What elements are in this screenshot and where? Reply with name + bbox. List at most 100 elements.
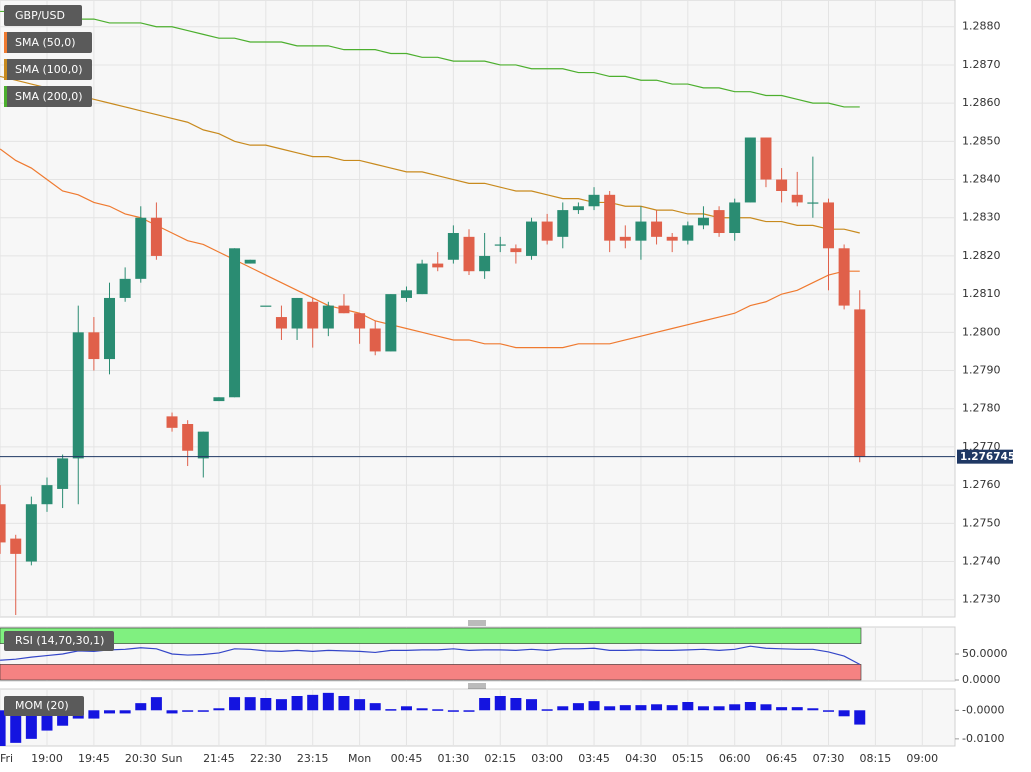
mom-bar [400, 706, 412, 711]
x-tick-label: 01:30 [438, 752, 470, 765]
candle-body [807, 202, 819, 204]
y-tick-label: 1.2870 [962, 58, 1001, 71]
mom-bar [697, 706, 709, 711]
candle-body [57, 458, 69, 489]
legend-label: SMA (200,0) [15, 90, 83, 103]
y-tick-label: 1.2850 [962, 134, 1001, 147]
x-tick-label: Mon [348, 752, 371, 765]
candle-body [791, 194, 803, 203]
rsi-line [0, 645, 861, 665]
mom-bar [463, 710, 475, 712]
indicator-label: RSI (14,70,30,1) [15, 634, 104, 647]
mom-bar [260, 698, 272, 711]
mom-bar [25, 710, 37, 739]
y-tick-label: 1.2790 [962, 364, 1001, 377]
mom-bar [588, 701, 600, 711]
mom-bar [807, 708, 819, 711]
candle-body [588, 194, 600, 207]
candle-body [291, 297, 303, 329]
mom-bar [651, 704, 663, 711]
legend-swatch [4, 32, 7, 53]
x-tick-label: 06:45 [766, 752, 798, 765]
candle-body [510, 248, 522, 253]
candle-body [651, 221, 663, 237]
mom-bar [494, 696, 506, 711]
candle-body [432, 263, 444, 268]
candle-body [354, 313, 366, 329]
mom-bar [291, 696, 303, 711]
x-tick-label: 23:15 [297, 752, 329, 765]
x-tick-label: 19:45 [78, 752, 110, 765]
mom-bar [572, 703, 584, 711]
candle-body [166, 416, 178, 428]
indicator-label-box [4, 631, 114, 651]
mom-bar [369, 703, 381, 711]
main-panel [0, 0, 956, 618]
y-tick-label: 1.2780 [962, 402, 1001, 415]
candle-body [104, 297, 116, 360]
x-tick-label: 03:45 [578, 752, 610, 765]
mom-bar [682, 702, 694, 711]
mom-bar [275, 699, 287, 711]
candle-body [541, 221, 553, 241]
candle-body [713, 210, 725, 234]
sma-line [0, 10, 860, 108]
legend-label: GBP/USD [15, 9, 65, 22]
mom-bar [213, 708, 225, 711]
candle-body [526, 221, 538, 256]
candle-body [182, 424, 194, 451]
y-tick-label: 1.2860 [962, 96, 1001, 109]
x-tick-label: 00:45 [391, 752, 423, 765]
candle-body [0, 504, 6, 543]
mom-bar [416, 708, 428, 711]
candle-body [338, 305, 350, 314]
candle-body [572, 206, 584, 211]
x-tick-label: Sun [162, 752, 183, 765]
x-tick-label: 19:00 [31, 752, 63, 765]
candle-body [150, 217, 162, 256]
x-tick-label: 04:30 [625, 752, 657, 765]
candle-body [744, 137, 756, 203]
y-tick-label: 1.2730 [962, 593, 1001, 606]
mom-bar [557, 706, 569, 711]
candle-body [88, 332, 100, 360]
panel-handle[interactable] [468, 620, 486, 626]
candle-body [119, 278, 131, 298]
candle-body [229, 248, 241, 398]
mom-bar [760, 704, 772, 711]
panel-handle[interactable] [468, 683, 486, 689]
rsi-band [0, 627, 862, 644]
mom-bar [822, 710, 834, 712]
mom-bar [619, 705, 631, 711]
x-tick-label: 05:15 [672, 752, 704, 765]
candle-body [494, 244, 506, 246]
x-tick-label: Fri [0, 752, 13, 765]
candle-body [260, 305, 272, 307]
rsi-band [0, 664, 862, 681]
mom-bar [479, 698, 491, 711]
y-tick-label: 1.2750 [962, 516, 1001, 529]
x-tick-label: 22:30 [250, 752, 282, 765]
candle-body [385, 294, 397, 352]
mom-bar [182, 710, 194, 712]
mom-bar [432, 709, 444, 711]
x-tick-label: 06:00 [719, 752, 751, 765]
y-tick-label: 1.2740 [962, 555, 1001, 568]
mom-bar [197, 710, 209, 712]
legend-label: SMA (50,0) [15, 36, 76, 49]
candle-body [760, 137, 772, 180]
mom-bar [604, 706, 616, 711]
candle-body [197, 431, 209, 459]
mom-bar [322, 692, 334, 711]
indicator-label-box [4, 696, 84, 716]
candle-body [463, 236, 475, 272]
candle-body [275, 317, 287, 329]
candle-body [307, 301, 319, 329]
candle-body [322, 305, 334, 329]
mom-bar [666, 705, 678, 711]
candle-body [447, 233, 459, 260]
legend-swatch [4, 59, 7, 80]
x-tick-label: 02:15 [484, 752, 516, 765]
x-tick-label: 21:45 [203, 752, 235, 765]
